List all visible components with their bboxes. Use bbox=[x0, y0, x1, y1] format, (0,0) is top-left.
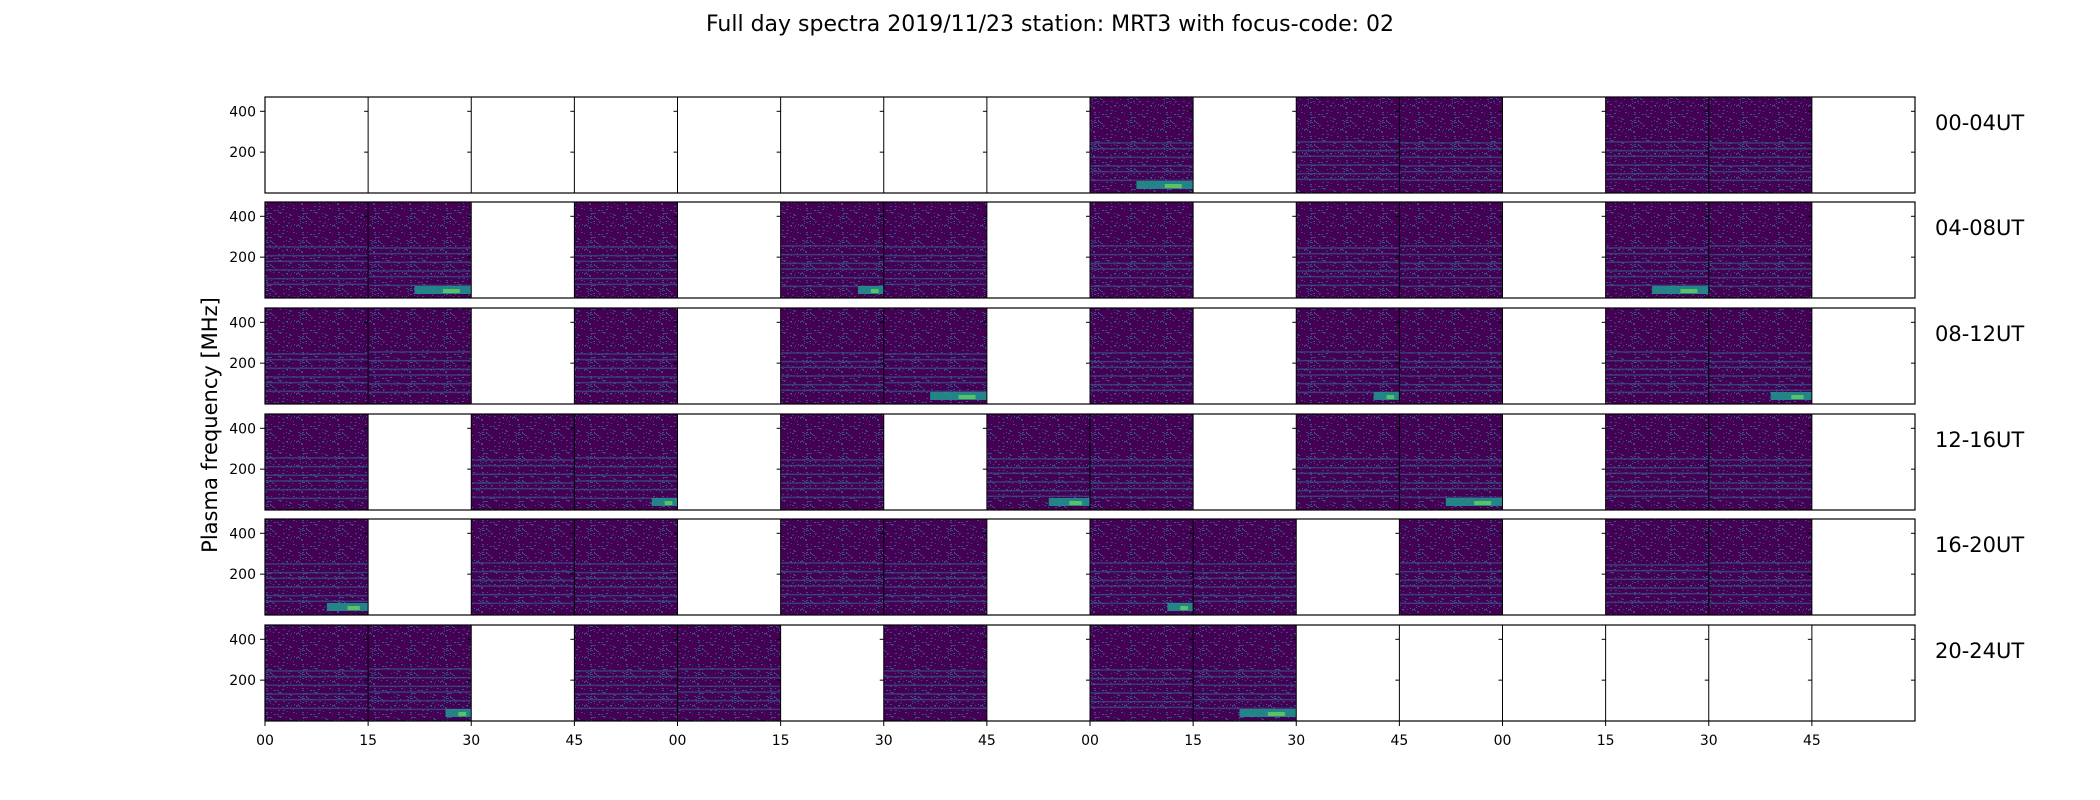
spectrogram-panel bbox=[574, 625, 678, 721]
y-tick-label: 400 bbox=[229, 104, 256, 120]
row-04-08UT: 200 400 04-08UT bbox=[229, 201, 2024, 299]
spectrogram-panel bbox=[1193, 519, 1297, 615]
spectrogram-panel bbox=[883, 308, 987, 404]
row-frame bbox=[264, 201, 1916, 299]
spectrogram-panel bbox=[574, 202, 678, 298]
spectrogram-panel bbox=[1708, 519, 1812, 615]
row-16-20UT: 200 400 16-20UT bbox=[229, 518, 2024, 616]
y-tick-label: 200 bbox=[229, 250, 256, 266]
spectrogram-panel bbox=[1605, 519, 1709, 615]
chart-title: Full day spectra 2019/11/23 station: MRT… bbox=[705, 12, 1395, 37]
spectrogram-panel bbox=[1090, 625, 1194, 721]
y-tick-label: 200 bbox=[229, 356, 256, 372]
spectrogram-panel bbox=[780, 414, 884, 510]
spectrogram-panel bbox=[1296, 308, 1400, 404]
spectrogram-panel bbox=[780, 519, 884, 615]
spectrogram-panel bbox=[368, 625, 472, 721]
spectrogram-panel bbox=[1399, 519, 1503, 615]
y-tick-label: 400 bbox=[229, 209, 256, 225]
x-tick-label: 15 bbox=[1597, 733, 1615, 749]
row-20-24UT: 200 400 20-24UT bbox=[229, 624, 2024, 722]
spectrogram-panel bbox=[368, 202, 472, 298]
x-tick-label: 30 bbox=[875, 733, 893, 749]
row-label: 04-08UT bbox=[1935, 216, 2024, 240]
x-tick-label: 30 bbox=[1287, 733, 1305, 749]
y-tick-label: 200 bbox=[229, 567, 256, 583]
spectrogram-panel bbox=[574, 308, 678, 404]
spectrogram-panel bbox=[1605, 202, 1709, 298]
spectrogram-panel bbox=[677, 625, 781, 721]
spectrogram-panel bbox=[265, 519, 369, 615]
spectrogram-panel bbox=[883, 625, 987, 721]
spectrogram-panel bbox=[1708, 97, 1812, 193]
spectrogram-panel bbox=[265, 625, 369, 721]
row-frame bbox=[264, 96, 1916, 194]
x-tick-label: 00 bbox=[256, 733, 274, 749]
x-tick-label: 45 bbox=[565, 733, 583, 749]
spectrogram-panel bbox=[1090, 202, 1194, 298]
row-label: 20-24UT bbox=[1935, 639, 2024, 663]
spectrogram-panel bbox=[1605, 414, 1709, 510]
x-tick-label: 00 bbox=[669, 733, 687, 749]
x-tick-label: 30 bbox=[1700, 733, 1718, 749]
y-tick-label: 200 bbox=[229, 673, 256, 689]
spectrogram-panel bbox=[574, 519, 678, 615]
y-tick-label: 200 bbox=[229, 462, 256, 478]
row-frame bbox=[264, 518, 1916, 616]
spectrogram-panel bbox=[1296, 414, 1400, 510]
spectrogram-panel bbox=[1399, 202, 1503, 298]
spectrogram-panel bbox=[368, 308, 472, 404]
y-tick-label: 200 bbox=[229, 145, 256, 161]
spectrogram-panel bbox=[1399, 308, 1503, 404]
x-tick-label: 15 bbox=[1184, 733, 1202, 749]
row-label: 16-20UT bbox=[1935, 533, 2024, 557]
spectrogram-panel bbox=[780, 308, 884, 404]
spectrogram-panel bbox=[1296, 202, 1400, 298]
spectrogram-panel bbox=[986, 414, 1090, 510]
row-frame bbox=[264, 307, 1916, 405]
spectrogram-panel bbox=[1399, 97, 1503, 193]
x-tick-label: 00 bbox=[1494, 733, 1512, 749]
row-label: 08-12UT bbox=[1935, 322, 2024, 346]
y-tick-label: 400 bbox=[229, 632, 256, 648]
row-label: 00-04UT bbox=[1935, 111, 2024, 135]
spectrogram-panel bbox=[1296, 97, 1400, 193]
x-tick-label: 45 bbox=[978, 733, 996, 749]
spectrogram-panel bbox=[1193, 625, 1297, 721]
spectrogram-panel bbox=[1708, 308, 1812, 404]
x-tick-label: 15 bbox=[359, 733, 377, 749]
y-tick-label: 400 bbox=[229, 421, 256, 437]
spectrogram-panel bbox=[574, 414, 678, 510]
spectrogram-panel bbox=[471, 519, 575, 615]
row-frame bbox=[264, 413, 1916, 511]
spectrogram-panel bbox=[471, 414, 575, 510]
spectrogram-panel bbox=[883, 202, 987, 298]
x-tick-label: 15 bbox=[772, 733, 790, 749]
spectrogram-panel bbox=[1090, 414, 1194, 510]
spectrogram-panel bbox=[1090, 519, 1194, 615]
row-12-16UT: 200 400 12-16UT bbox=[229, 413, 2024, 511]
spectrogram-panel bbox=[1090, 308, 1194, 404]
x-tick-label: 30 bbox=[462, 733, 480, 749]
spectrogram-panel bbox=[1708, 202, 1812, 298]
spectrogram-panel bbox=[1605, 97, 1709, 193]
x-tick-label: 00 bbox=[1081, 733, 1099, 749]
x-tick-label: 45 bbox=[1390, 733, 1408, 749]
spectrogram-panel bbox=[265, 414, 369, 510]
spectrogram-panel bbox=[1090, 97, 1194, 193]
spectrogram-panel bbox=[1708, 414, 1812, 510]
spectrogram-panel bbox=[265, 308, 369, 404]
spectrogram-panel bbox=[1399, 414, 1503, 510]
x-tick-label: 45 bbox=[1803, 733, 1821, 749]
row-08-12UT: 200 400 08-12UT bbox=[229, 307, 2024, 405]
row-00-04UT: 200 400 00-04UT bbox=[229, 96, 2024, 194]
spectrogram-panel bbox=[1605, 308, 1709, 404]
row-label: 12-16UT bbox=[1935, 428, 2024, 452]
spectrogram-panel bbox=[265, 202, 369, 298]
y-tick-label: 400 bbox=[229, 315, 256, 331]
spectrogram-panel bbox=[780, 202, 884, 298]
y-tick-label: 400 bbox=[229, 526, 256, 542]
spectrogram-panel bbox=[883, 519, 987, 615]
